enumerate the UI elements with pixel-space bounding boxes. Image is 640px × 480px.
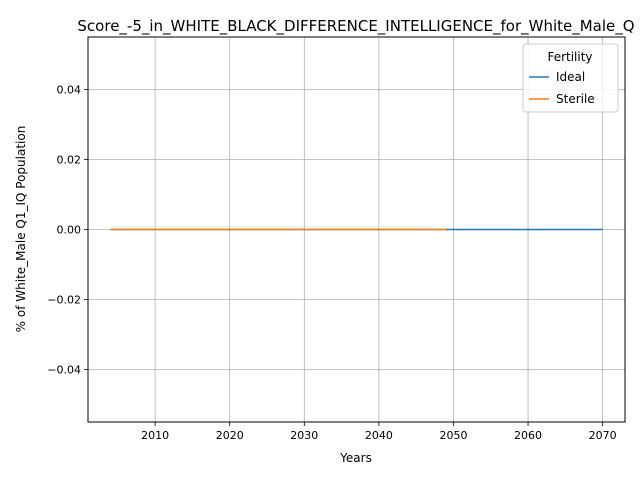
x-axis: 2010 2020 2030 2040 2050 2060 2070 — [141, 422, 617, 442]
x-tick-label: 2040 — [365, 429, 393, 442]
legend-title: Fertility — [547, 50, 592, 64]
y-tick-label: 0.00 — [57, 224, 82, 237]
chart-title: Score_-5_in_WHITE_BLACK_DIFFERENCE_INTEL… — [77, 17, 634, 36]
y-tick-label: −0.04 — [47, 364, 81, 377]
x-axis-label: Years — [339, 451, 372, 465]
y-tick-label: 0.02 — [57, 154, 82, 167]
y-axis: −0.04 −0.02 0.00 0.02 0.04 — [47, 84, 88, 377]
y-tick-label: 0.04 — [57, 84, 82, 97]
legend-box — [522, 43, 619, 113]
legend-label-ideal: Ideal — [556, 70, 585, 84]
y-tick-label: −0.02 — [47, 294, 81, 307]
y-axis-label: % of White_Male Q1_IQ Population — [14, 126, 28, 333]
x-tick-label: 2010 — [141, 429, 169, 442]
x-tick-label: 2020 — [216, 429, 244, 442]
x-tick-label: 2060 — [514, 429, 542, 442]
legend-label-sterile: Sterile — [556, 92, 595, 106]
x-tick-label: 2050 — [439, 429, 467, 442]
legend: Fertility Ideal Sterile — [522, 43, 619, 113]
x-tick-label: 2070 — [589, 429, 617, 442]
x-tick-label: 2030 — [290, 429, 318, 442]
